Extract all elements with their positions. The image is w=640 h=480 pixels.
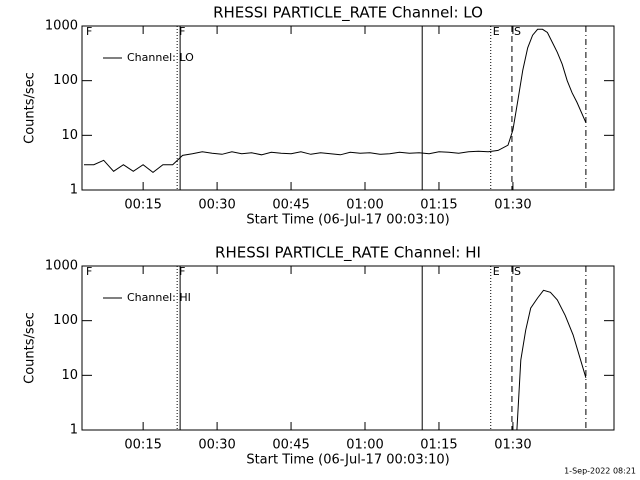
event-label: S xyxy=(514,25,521,38)
x-tick-label: 01:00 xyxy=(346,198,383,213)
x-axis-label: Start Time (06-Jul-17 00:03:10) xyxy=(246,213,449,228)
x-tick-label: 00:30 xyxy=(198,438,235,453)
event-label: F xyxy=(86,25,92,38)
event-label: F xyxy=(86,265,92,278)
x-tick-label: 00:15 xyxy=(124,438,161,453)
y-tick-label: 10 xyxy=(61,368,78,383)
x-tick-label: 01:30 xyxy=(494,198,531,213)
event-label: F xyxy=(179,265,185,278)
footer-timestamp: 1-Sep-2022 08:21 xyxy=(564,467,636,476)
event-label: F xyxy=(179,25,185,38)
y-tick-label: 100 xyxy=(53,313,78,328)
plot-frame xyxy=(81,25,615,191)
y-tick-label: 1 xyxy=(70,423,78,438)
x-tick-label: 01:15 xyxy=(420,198,457,213)
data-line xyxy=(84,28,587,174)
plot-frame xyxy=(81,265,615,431)
x-axis-label: Start Time (06-Jul-17 00:03:10) xyxy=(246,453,449,468)
y-tick-label: 100 xyxy=(53,73,78,88)
legend-label: Channel: LO xyxy=(127,51,194,64)
y-axis-label: Counts/sec xyxy=(23,72,38,144)
event-label: E xyxy=(493,25,500,38)
data-line xyxy=(516,289,587,431)
y-tick-label: 1000 xyxy=(45,259,78,274)
legend-label: Channel: HI xyxy=(127,291,191,304)
y-tick-label: 1 xyxy=(70,183,78,198)
y-tick-label: 1000 xyxy=(45,19,78,34)
chart-title: RHESSI PARTICLE_RATE Channel: LO xyxy=(213,4,483,23)
x-tick-label: 01:30 xyxy=(494,438,531,453)
event-label: E xyxy=(493,265,500,278)
y-axis-label: Counts/sec xyxy=(23,312,38,384)
x-tick-label: 00:45 xyxy=(272,198,309,213)
x-tick-label: 00:30 xyxy=(198,198,235,213)
event-label: S xyxy=(514,265,521,278)
chart-title: RHESSI PARTICLE_RATE Channel: HI xyxy=(215,244,481,263)
x-tick-label: 01:00 xyxy=(346,438,383,453)
x-tick-label: 00:45 xyxy=(272,438,309,453)
x-tick-label: 00:15 xyxy=(124,198,161,213)
y-tick-label: 10 xyxy=(61,128,78,143)
x-tick-label: 01:15 xyxy=(420,438,457,453)
